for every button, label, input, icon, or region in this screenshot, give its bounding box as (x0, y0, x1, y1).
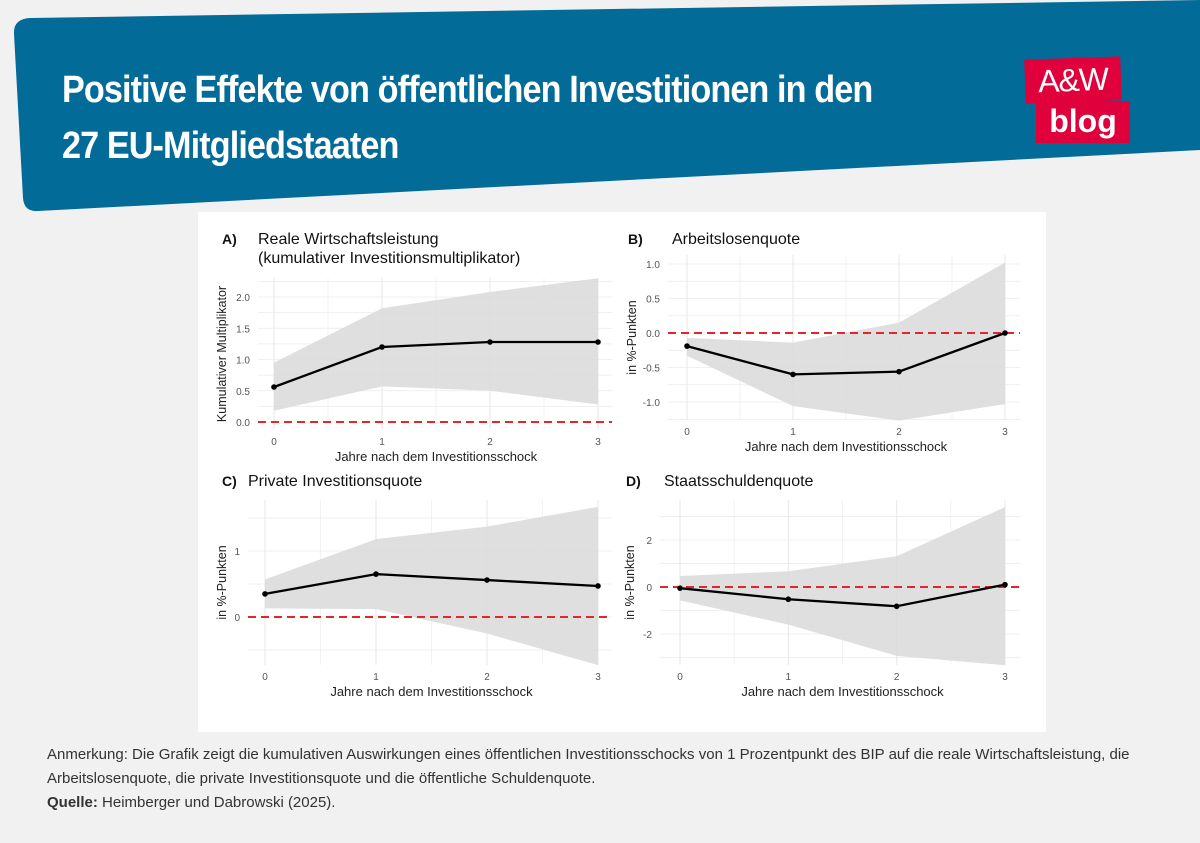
title-line-2: 27 EU-Mitgliedstaaten (62, 125, 399, 167)
chart-panel-container: 0.0 0.5 1.0 1.5 2.0 0 1 2 3 Jahre nach dem Invest… (198, 212, 1046, 732)
y-tick-label: 2.0 (236, 293, 250, 304)
x-tick-label: 0 (677, 672, 683, 683)
data-point (893, 603, 900, 610)
series-line (273, 340, 598, 389)
data-point (379, 344, 385, 350)
y-tick-label: 0 (646, 583, 652, 594)
y-tick-label: -2 (643, 630, 652, 641)
series-line (264, 572, 599, 596)
y-axis-label: in %-Punkten (215, 545, 229, 619)
charts-svg: 0.0 0.5 1.0 1.5 2.0 0 1 2 3 Jahre nach dem Invest… (215, 231, 1020, 699)
x-tick-label: 1 (373, 672, 379, 683)
source-label: Quelle: (47, 794, 98, 811)
y-tick-label: 1.0 (236, 356, 250, 367)
x-tick-label: 2 (487, 437, 493, 448)
confidence-band (687, 262, 1005, 421)
y-tick-label: 0.5 (646, 295, 660, 306)
data-point (1002, 581, 1008, 588)
panel-title: Private Investitionsquote (248, 473, 422, 490)
x-tick-label: 0 (262, 672, 268, 683)
data-point (790, 371, 796, 378)
y-axis-label: in %-Punkten (625, 300, 639, 374)
panel-subtitle: (kumulativer Investitionsmultiplikator) (258, 250, 520, 267)
x-tick-label: 0 (271, 437, 277, 448)
x-axis-label: Jahre nach dem Investitionsschock (335, 449, 538, 464)
y-tick-label: 1 (234, 547, 240, 558)
panel-title: Staatsschuldenquote (664, 473, 814, 490)
y-tick-label: 0.0 (236, 418, 250, 429)
data-point (373, 571, 379, 577)
page-title: Positive Effekte von öffentlichen Invest… (62, 62, 873, 174)
x-tick-label: 3 (595, 437, 601, 448)
series-line (679, 583, 1006, 608)
y-tick-label: 1.5 (236, 324, 250, 335)
x-axis-label: Jahre nach dem Investitionsschock (745, 439, 948, 454)
panel-title: Reale Wirtschaftsleistung (258, 231, 439, 248)
x-tick-label: 1 (786, 672, 792, 683)
x-tick-label: 2 (484, 672, 490, 683)
y-tick-label: 0 (234, 613, 240, 624)
logo-bottom-text: blog (1036, 101, 1130, 143)
y-tick-label: 0.0 (646, 329, 660, 340)
data-point (1002, 330, 1008, 336)
y-tick-label: 0.5 (236, 387, 250, 398)
header-banner (13, 0, 1200, 212)
footer-note: Anmerkung: Die Grafik zeigt die kumulati… (47, 746, 1130, 787)
chart-b: -1.0 -0.5 0.0 0.5 1.0 0 1 2 3 Jahre nach dem Inve… (625, 231, 1020, 454)
title-line-1: Positive Effekte von öffentlichen Invest… (62, 69, 873, 111)
x-tick-label: 2 (894, 672, 900, 683)
data-point (684, 343, 690, 349)
chart-a: 0.0 0.5 1.0 1.5 2.0 0 1 2 3 Jahre nach dem Invest… (215, 231, 612, 464)
data-point (487, 339, 493, 345)
footer: Anmerkung: Die Grafik zeigt die kumulati… (47, 743, 1177, 815)
x-tick-label: 3 (595, 672, 601, 683)
chart-d: -2 0 2 0 1 2 3 Jahre nach dem Investitionsschoc… (623, 473, 1020, 699)
source-text: Heimberger und Dabrowski (2025). (97, 794, 336, 811)
data-point (896, 368, 902, 375)
x-axis-label: Jahre nach dem Investitionsschock (330, 684, 533, 699)
panel-label: B) (628, 231, 643, 247)
y-tick-label: -1.0 (643, 398, 661, 409)
data-point (271, 384, 277, 390)
chart-c: 0 1 0 1 2 3 Jahre nach dem Investitionsschock i… (215, 473, 612, 699)
panel-label: D) (626, 473, 641, 489)
data-point (785, 596, 792, 603)
data-point (262, 591, 268, 597)
confidence-band (265, 506, 598, 666)
panel-label: A) (222, 231, 237, 247)
x-tick-label: 2 (896, 427, 902, 438)
y-tick-label: -0.5 (643, 364, 661, 375)
panel-label: C) (222, 473, 237, 489)
x-tick-label: 1 (790, 427, 796, 438)
x-axis-label: Jahre nach dem Investitionsschock (741, 684, 944, 699)
x-tick-label: 1 (379, 437, 385, 448)
x-tick-label: 3 (1002, 672, 1008, 683)
data-point (677, 585, 683, 591)
y-axis-label: in %-Punkten (623, 545, 637, 619)
series-line (686, 331, 1006, 376)
y-axis-label: Kumulativer Multiplikator (215, 286, 229, 422)
y-tick-label: 1.0 (646, 260, 660, 271)
data-point (595, 583, 601, 589)
panel-title: Arbeitslosenquote (672, 231, 800, 248)
data-point (595, 339, 601, 345)
footer-source: Quelle: Heimberger und Dabrowski (2025). (47, 791, 1177, 815)
x-tick-label: 0 (684, 427, 690, 438)
x-tick-label: 3 (1002, 427, 1008, 438)
data-point (484, 577, 490, 583)
y-tick-label: 2 (646, 536, 652, 547)
logo-top-text: A&W (1024, 56, 1122, 104)
